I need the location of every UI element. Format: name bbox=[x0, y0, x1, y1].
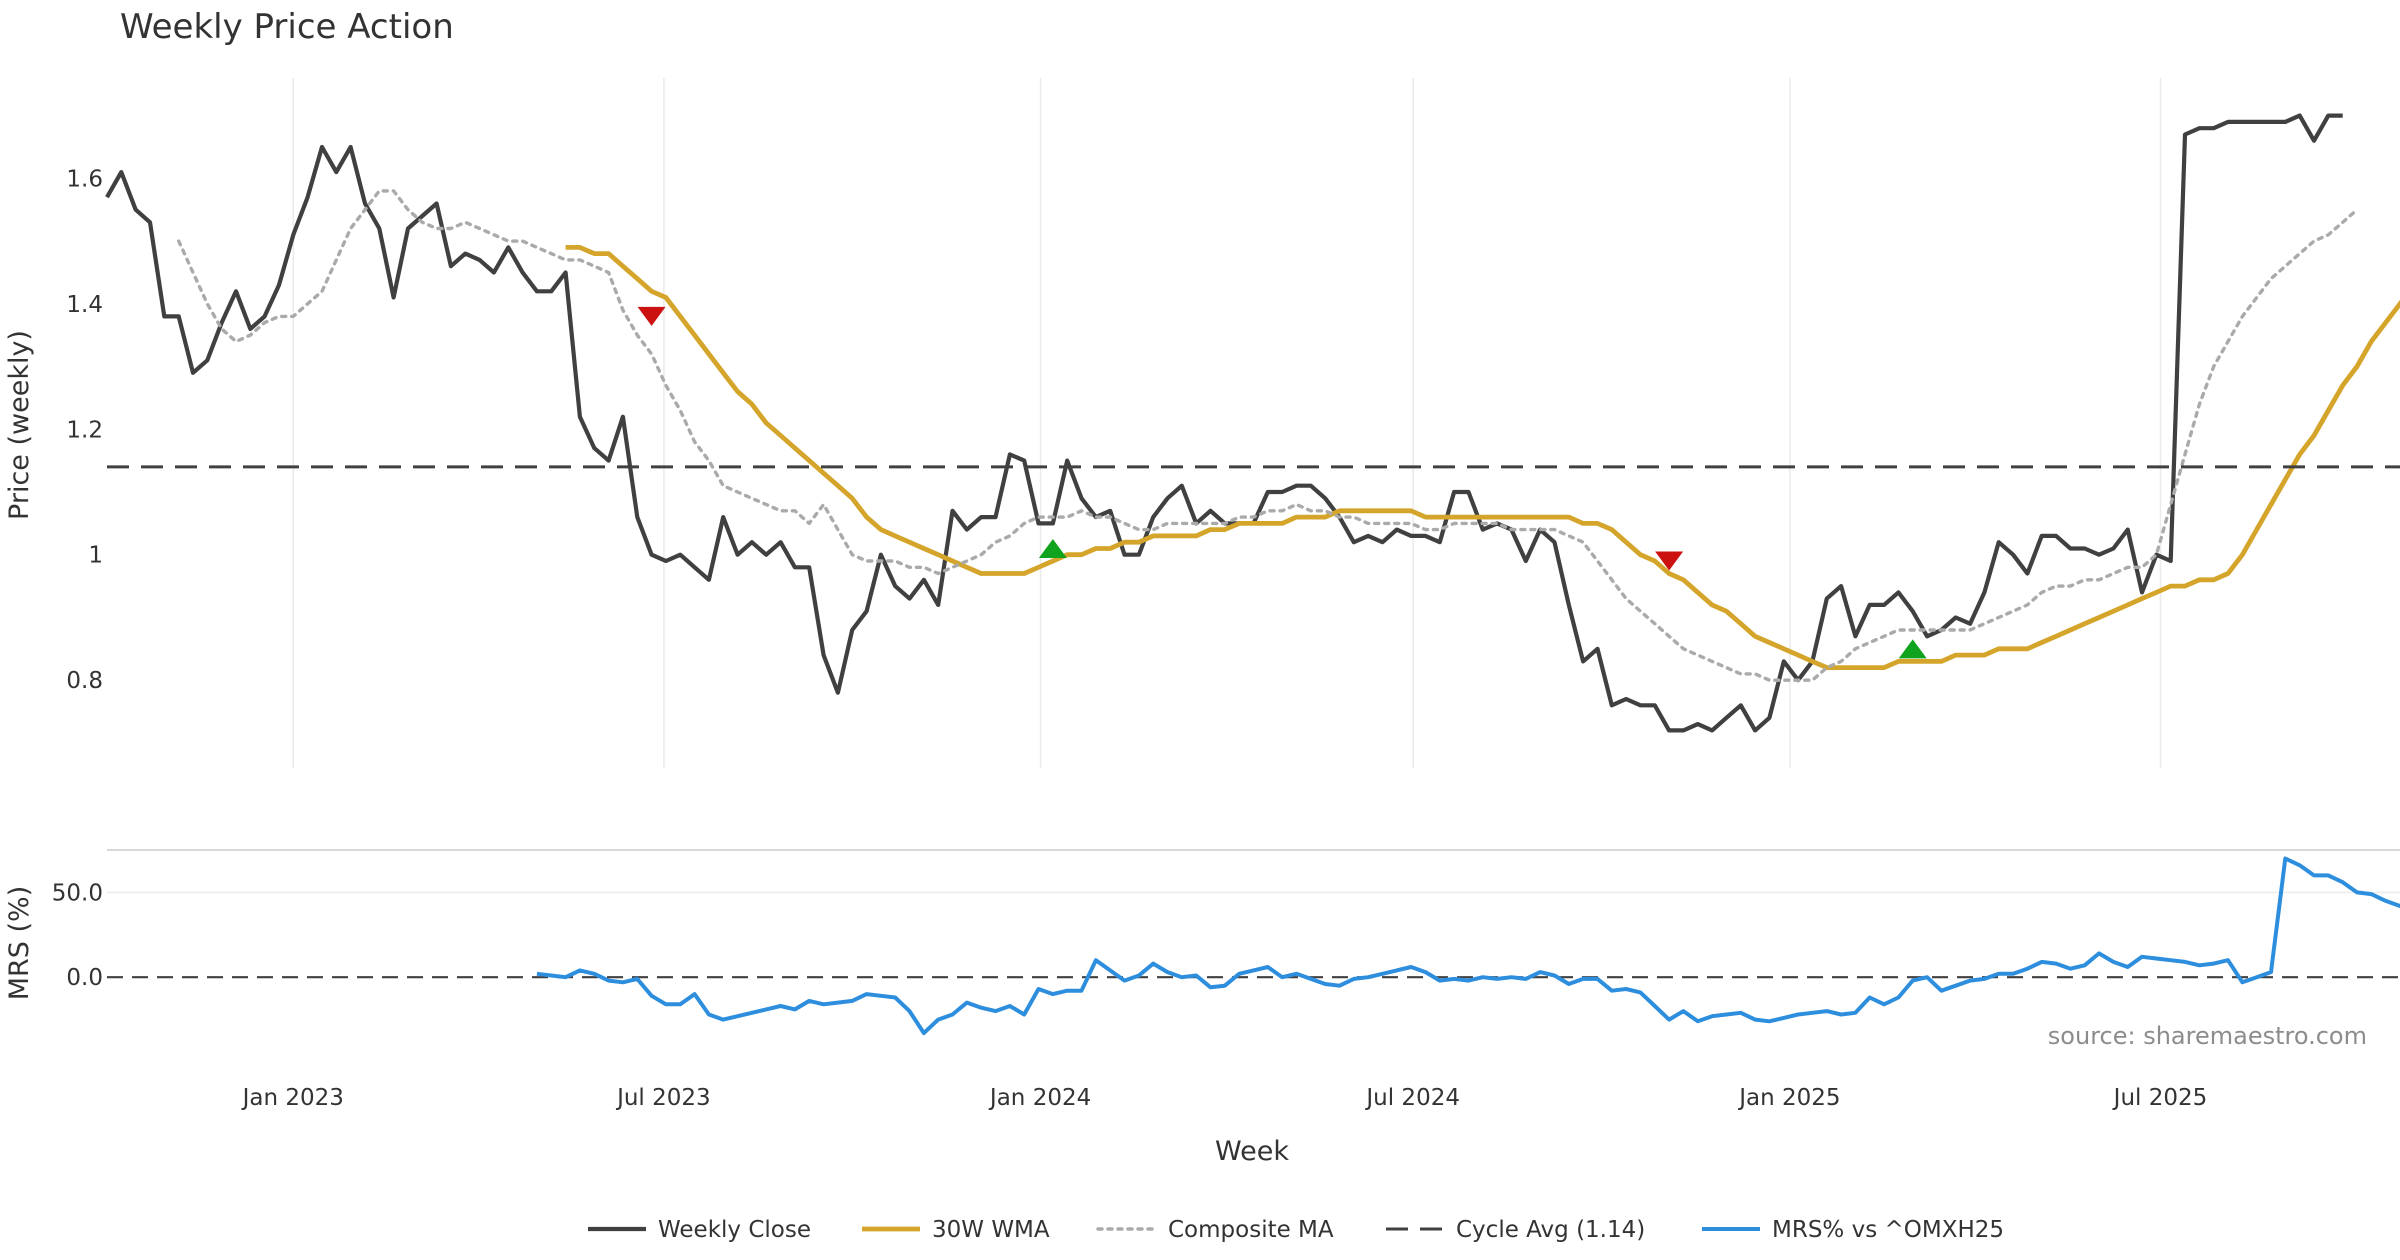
buy-signal-marker bbox=[1038, 538, 1067, 558]
sell-signal-marker bbox=[1655, 551, 1684, 571]
x-tick-labels: Jan 2023 Jul 2023 Jan 2024 Jul 2024 Jan 2025… bbox=[241, 1085, 2208, 1111]
price-y-tick-label: 1.2 bbox=[66, 417, 103, 443]
chart-title: Weekly Price Action bbox=[120, 7, 454, 47]
signal-markers bbox=[637, 306, 1927, 659]
mrs-y-axis-label: MRS (%) bbox=[4, 886, 35, 1001]
legend-label: Cycle Avg (1.14) bbox=[1456, 1217, 1645, 1243]
x-tick-label: Jan 2024 bbox=[988, 1085, 1091, 1111]
x-axis-label: Week bbox=[1215, 1136, 1289, 1167]
x-tick-label: Jul 2024 bbox=[1364, 1085, 1460, 1111]
mrs-grid: 0.0 50.0 bbox=[52, 849, 2400, 991]
legend: Weekly Close 30W WMA Composite MA Cycle Avg… bbox=[588, 1217, 2004, 1243]
x-tick-label: Jan 2023 bbox=[241, 1085, 344, 1111]
legend-label: Composite MA bbox=[1168, 1217, 1334, 1243]
price-y-tick-label: 1 bbox=[88, 543, 103, 569]
series-line-composite-ma bbox=[176, 189, 2359, 682]
price-y-tick-label: 1.4 bbox=[66, 292, 103, 318]
price-grid: 0.8 1 1.2 1.4 1.6 bbox=[66, 78, 2162, 768]
mrs-series bbox=[536, 856, 2400, 1036]
price-series bbox=[105, 113, 2400, 733]
legend-label: Weekly Close bbox=[658, 1217, 811, 1243]
mrs-y-tick-label: 50.0 bbox=[52, 880, 103, 906]
source-credit: source: sharemaestro.com bbox=[2048, 1022, 2367, 1050]
x-tick-label: Jul 2023 bbox=[615, 1085, 711, 1111]
series-line-mrs-vs-omxh25 bbox=[536, 856, 2400, 1036]
x-tick-label: Jan 2025 bbox=[1737, 1085, 1840, 1111]
series-line-30w-wma bbox=[565, 244, 2400, 670]
price-y-tick-label: 0.8 bbox=[66, 668, 103, 694]
price-y-tick-label: 1.6 bbox=[66, 166, 103, 192]
legend-label: 30W WMA bbox=[932, 1217, 1050, 1243]
mrs-y-tick-label: 0.0 bbox=[66, 965, 103, 991]
series-line-weekly-close bbox=[105, 113, 2343, 733]
sell-signal-marker bbox=[637, 306, 666, 326]
price-y-axis-label: Price (weekly) bbox=[4, 330, 35, 520]
legend-label: MRS% vs ^OMXH25 bbox=[1772, 1217, 2004, 1243]
x-tick-label: Jul 2025 bbox=[2112, 1085, 2208, 1111]
buy-signal-marker bbox=[1898, 639, 1927, 659]
